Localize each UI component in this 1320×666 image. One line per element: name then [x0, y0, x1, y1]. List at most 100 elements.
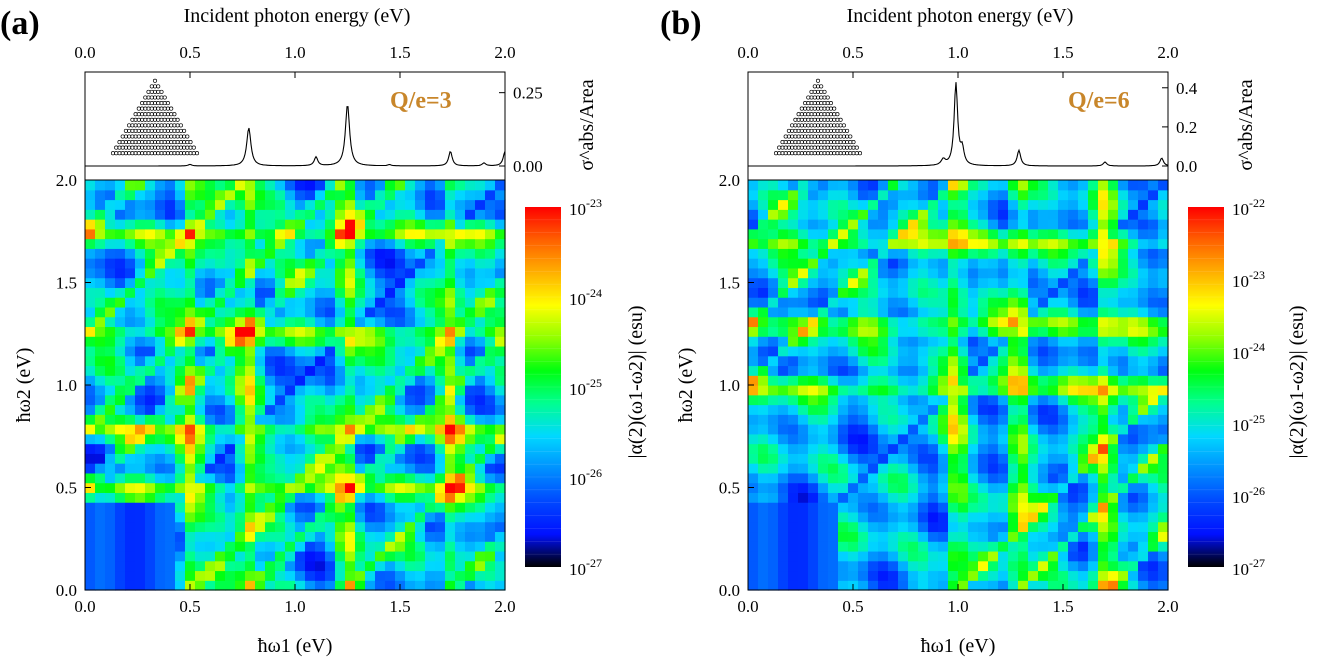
heatmap-cell: [998, 248, 1009, 259]
heatmap-cell: [165, 316, 176, 328]
heatmap-cell: [375, 502, 386, 513]
heatmap-cell: [85, 580, 96, 591]
heatmap-cell: [85, 414, 96, 425]
heatmap-cell: [235, 228, 246, 240]
heatmap-cell: [415, 219, 426, 230]
heatmap-cell: [225, 580, 236, 591]
heatmap-cell: [315, 433, 326, 445]
heatmap-cell: [1038, 228, 1049, 240]
heatmap-cell: [105, 199, 116, 210]
panel-a-flake-inset: [110, 78, 200, 156]
heatmap-cell: [1048, 199, 1059, 210]
heatmap-cell: [978, 219, 989, 230]
heatmap-cell: [105, 258, 116, 269]
heatmap-cell: [465, 355, 476, 367]
heatmap-cell: [968, 258, 979, 269]
heatmap-cell: [808, 189, 819, 201]
heatmap-cell: [125, 287, 136, 298]
heatmap-cell: [235, 258, 246, 269]
heatmap-cell: [465, 385, 476, 396]
heatmap-cell: [455, 336, 466, 347]
heatmap-cell: [938, 550, 949, 562]
heatmap-cell: [848, 228, 859, 240]
heatmap-cell: [828, 355, 839, 367]
heatmap-cell: [1138, 414, 1149, 425]
heatmap-cell: [205, 199, 216, 210]
colorbar-tick-exponent: -25: [586, 376, 602, 390]
heatmap-cell: [305, 404, 316, 415]
heatmap-cell: [818, 492, 829, 503]
heatmap-cell: [1158, 580, 1169, 591]
heatmap-cell: [808, 365, 819, 376]
spectrum-line: [748, 82, 1169, 167]
heatmap-cell: [145, 414, 156, 425]
heatmap-cell: [1038, 219, 1049, 230]
heatmap-cell: [918, 365, 929, 376]
heatmap-cell: [1068, 238, 1079, 249]
heatmap-cell: [998, 570, 1009, 581]
heatmap-cell: [1098, 404, 1109, 415]
heatmap-cell: [455, 306, 466, 318]
heatmap-cell: [1098, 560, 1109, 572]
heatmap-cell: [315, 502, 326, 513]
heatmap-cell: [1048, 297, 1059, 308]
heatmap-cell: [1118, 482, 1129, 493]
heatmap-cell: [988, 326, 999, 337]
heatmap-cell: [1068, 472, 1079, 484]
heatmap-cell: [1158, 414, 1169, 425]
heatmap-cell: [235, 521, 246, 533]
heatmap-cell: [1088, 365, 1099, 376]
heatmap-cell: [838, 287, 849, 298]
heatmap-cell: [798, 385, 809, 396]
heatmap-cell: [375, 189, 386, 201]
heatmap-cell: [1028, 189, 1039, 201]
heatmap-cell: [898, 326, 909, 337]
heatmap-cell: [95, 189, 106, 201]
heatmap-cell: [215, 365, 226, 376]
heatmap-cell: [1148, 453, 1159, 464]
heatmap-cell: [135, 560, 146, 572]
heatmap-cell: [868, 521, 879, 533]
heatmap-cell: [125, 365, 136, 376]
heatmap-cell: [1028, 248, 1039, 259]
heatmap-cell: [918, 531, 929, 542]
heatmap-cell: [445, 404, 456, 415]
heatmap-cell: [908, 297, 919, 308]
heatmap-cell: [455, 316, 466, 328]
heatmap-cell: [978, 492, 989, 503]
heatmap-cell: [848, 267, 859, 279]
heatmap-cell: [495, 541, 506, 552]
heatmap-cell: [878, 453, 889, 464]
heatmap-cell: [838, 336, 849, 347]
heatmap-cell: [185, 492, 196, 503]
heatmap-cell: [285, 580, 296, 591]
heatmap-cell: [465, 424, 476, 435]
heatmap-cell: [195, 404, 206, 415]
heatmap-cell: [395, 345, 406, 357]
heatmap-cell: [1038, 238, 1049, 249]
heatmap-cell: [265, 385, 276, 396]
heatmap-cell: [858, 336, 869, 347]
heatmap-cell: [1158, 375, 1169, 386]
heatmap-cell: [115, 345, 126, 357]
flake-atom: [159, 89, 164, 94]
heatmap-cell: [798, 316, 809, 328]
heatmap-cell: [1048, 336, 1059, 347]
heatmap-cell: [878, 189, 889, 201]
heatmap-cell: [375, 433, 386, 445]
heatmap-cell: [135, 502, 146, 513]
heatmap-cell: [315, 404, 326, 415]
heatmap-cell: [848, 570, 859, 581]
heatmap-cell: [495, 414, 506, 425]
heatmap-cell: [778, 345, 789, 357]
heatmap-cell: [495, 277, 506, 288]
heatmap-cell: [205, 385, 216, 396]
heatmap-cell: [235, 199, 246, 210]
heatmap-cell: [455, 267, 466, 279]
heatmap-cell: [1008, 463, 1019, 474]
colorbar-tick-exponent: -22: [1249, 196, 1265, 210]
heatmap-cell: [1138, 189, 1149, 201]
heatmap-cell: [185, 511, 196, 523]
heatmap-cell: [275, 580, 286, 591]
heatmap-cell: [938, 228, 949, 240]
